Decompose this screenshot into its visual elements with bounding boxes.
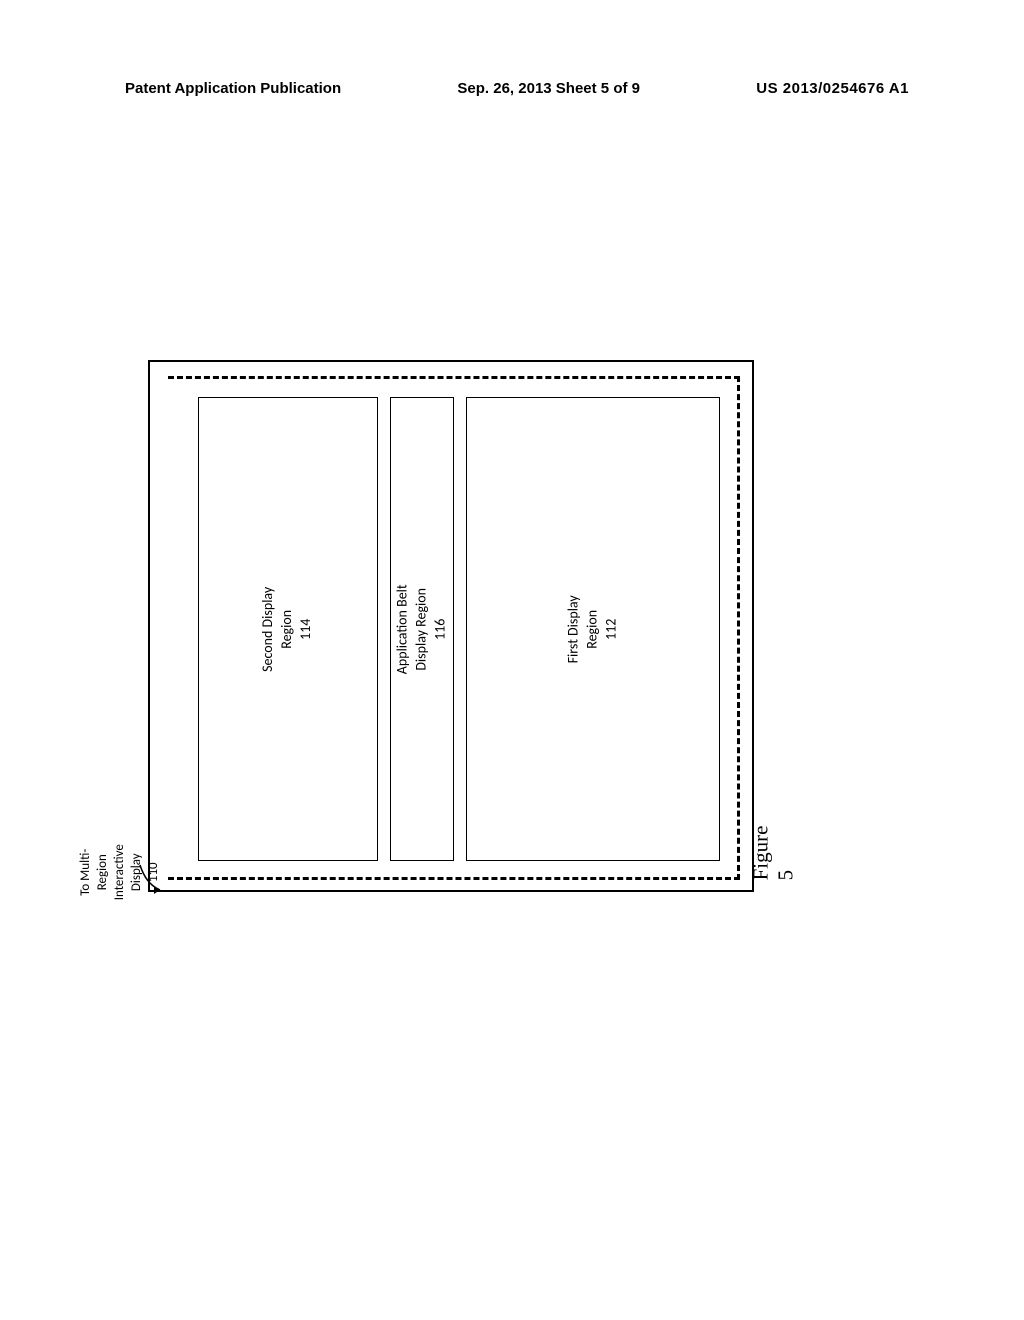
header-center: Sep. 26, 2013 Sheet 5 of 9 (457, 80, 640, 97)
region-application-belt: Application Belt Display Region 116 (390, 397, 454, 861)
region-belt-label: Application Belt Display Region 116 (394, 584, 451, 674)
header-right: US 2013/0254676 A1 (756, 80, 909, 97)
region-first-display: First Display Region 112 (466, 397, 720, 861)
figure-5: To Multi- Region Interactive Display 110… (110, 360, 760, 920)
region-first-label: First Display Region 112 (565, 595, 622, 663)
dashed-frame: Second Display Region 114 Application Be… (168, 376, 740, 880)
outer-frame: Second Display Region 114 Application Be… (148, 360, 754, 892)
callout-line1: To Multi- (78, 849, 93, 896)
region-second-label: Second Display Region 114 (260, 586, 317, 671)
figure-caption: Figure 5 (748, 826, 798, 881)
header-left: Patent Application Publication (125, 80, 341, 97)
page-header: Patent Application Publication Sep. 26, … (0, 80, 1024, 97)
region-second-display: Second Display Region 114 (198, 397, 378, 861)
callout-line2: Region (95, 854, 110, 890)
